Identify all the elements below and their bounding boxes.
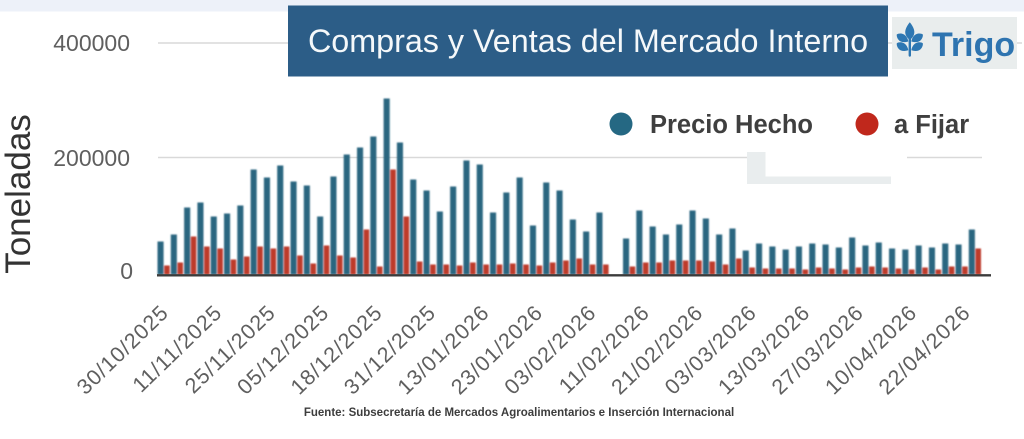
svg-text:Trigo: Trigo bbox=[932, 26, 1015, 64]
svg-text:Compras y Ventas del Mercado I: Compras y Ventas del Mercado Interno bbox=[308, 23, 868, 59]
svg-text:Fuente: Subsecretaría de Merca: Fuente: Subsecretaría de Mercados Agroal… bbox=[304, 407, 734, 419]
svg-text:a Fijar: a Fijar bbox=[894, 111, 969, 139]
svg-text:400000: 400000 bbox=[53, 30, 130, 56]
svg-text:200000: 200000 bbox=[53, 145, 130, 171]
svg-text:0: 0 bbox=[120, 258, 133, 284]
svg-text:Toneladas: Toneladas bbox=[0, 114, 38, 274]
svg-text:Precio Hecho: Precio Hecho bbox=[650, 111, 813, 139]
